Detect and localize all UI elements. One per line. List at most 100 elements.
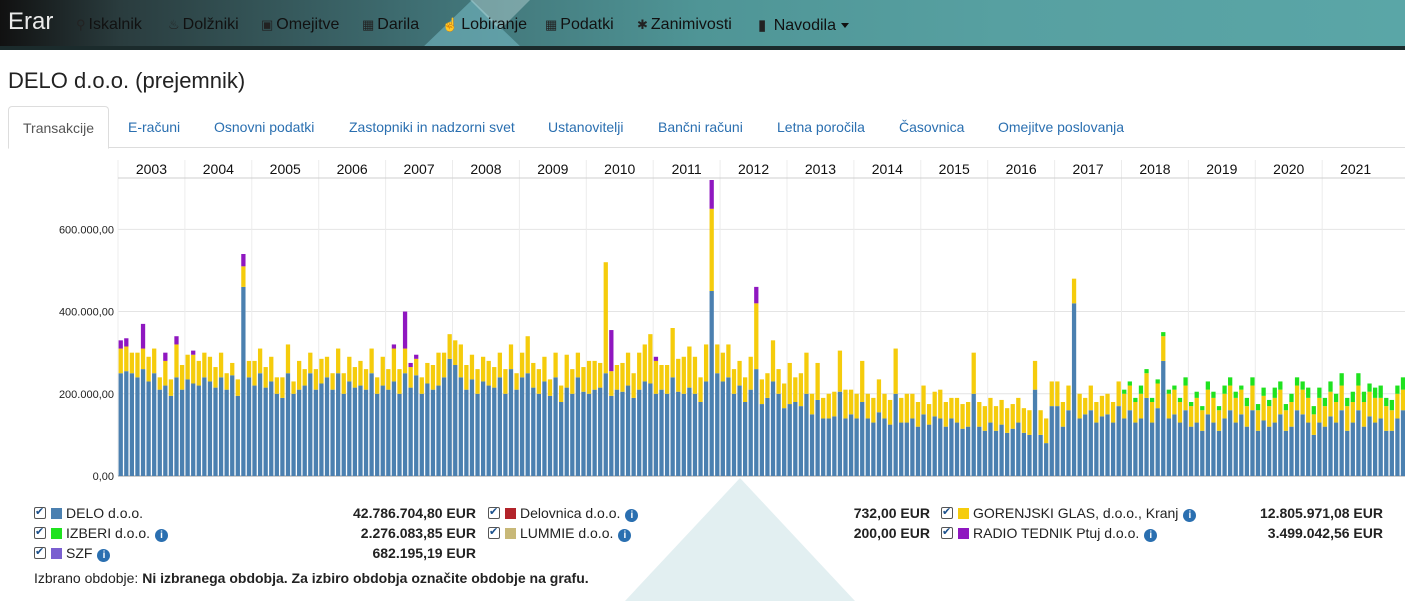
bar-gorenjski-glas [1161, 336, 1166, 361]
bar-delo [1345, 430, 1350, 476]
bar-delo [1027, 434, 1032, 476]
bar-delo [921, 414, 926, 476]
nav-iskalnik[interactable]: ⚲ Iskalnik [76, 16, 142, 33]
bar-delo [469, 379, 475, 476]
nav-navodila-dropdown[interactable]: ▮ Navodila [758, 16, 849, 35]
bar-delo [681, 393, 686, 476]
tab-ustanovitelji[interactable]: Ustanovitelji [548, 119, 624, 135]
bar-delo [625, 385, 631, 476]
bar-izberi [1200, 406, 1205, 411]
bar-delo [949, 418, 954, 476]
info-icon[interactable]: i [1183, 509, 1197, 522]
bar-gorenjski-glas [653, 360, 659, 394]
nav-omejitve[interactable]: ▣ Omejitve [261, 16, 340, 33]
bar-delo [988, 422, 993, 476]
tab-zastopniki[interactable]: Zastopniki in nadzorni svet [349, 119, 515, 135]
tab-omejitve-poslovanja[interactable]: Omejitve poslovanja [998, 119, 1125, 135]
nav-podatki[interactable]: ▦ Podatki [545, 16, 614, 33]
tab-e-racuni[interactable]: E-računi [128, 119, 181, 135]
bar-izberi [1133, 397, 1138, 402]
bar-gorenjski-glas [1283, 410, 1289, 431]
legend-item-lummie[interactable]: LUMMIE d.o.o.i [488, 525, 632, 542]
bar-delo [1272, 422, 1277, 476]
bar-gorenjski-glas [313, 369, 318, 390]
bar-delo [759, 404, 764, 476]
bar-gorenjski-glas [1133, 402, 1138, 423]
legend-item-delo[interactable]: DELO d.o.o. [34, 505, 143, 521]
bar-delo [1244, 426, 1250, 476]
bar-gorenjski-glas [1016, 397, 1021, 423]
nav-zanimivosti[interactable]: ✱ Zanimivosti [637, 16, 732, 33]
bar-gorenjski-glas [263, 367, 268, 388]
transactions-chart[interactable]: 0,00 200.000,00 400.000,00 600.000,00 2003 20… [0, 150, 1405, 495]
bar-gorenjski-glas [977, 402, 982, 427]
bar-delo [982, 430, 987, 476]
info-icon[interactable]: i [1144, 529, 1158, 542]
bar-izberi [1300, 381, 1305, 390]
bar-gorenjski-glas [185, 354, 190, 380]
nav-darila[interactable]: ▦ Darila [362, 16, 420, 33]
checkbox-icon[interactable] [34, 505, 46, 519]
checkbox-icon[interactable] [488, 505, 500, 519]
bar-delo [598, 387, 603, 476]
legend-item-radio-tednik[interactable]: RADIO TEDNIK Ptuj d.o.o.i [941, 525, 1158, 542]
bar-delo [737, 385, 742, 476]
tab-osnovni-podatki[interactable]: Osnovni podatki [214, 119, 315, 135]
bar-delo [531, 387, 536, 476]
legend-swatch [51, 528, 62, 539]
bar-delo [887, 424, 893, 476]
nav-lobiranje[interactable]: ☝ Lobiranje [442, 16, 528, 33]
bar-gorenjski-glas [324, 356, 330, 378]
tab-letna-porocila[interactable]: Letna poročila [777, 119, 865, 135]
bar-delo [748, 389, 753, 476]
checkbox-icon[interactable] [941, 525, 953, 539]
bar-delo [246, 377, 252, 476]
tab-bancni-racuni[interactable]: Bančni računi [658, 119, 743, 135]
checkbox-icon[interactable] [488, 525, 500, 539]
bar-gorenjski-glas [1172, 389, 1177, 415]
bar-delo [218, 377, 224, 476]
bar-gorenjski-glas [291, 381, 296, 394]
checkbox-icon[interactable] [941, 505, 953, 519]
legend-item-delovnica[interactable]: Delovnica d.o.o.i [488, 505, 639, 522]
tab-casovnica[interactable]: Časovnica [899, 119, 965, 135]
bar-radio-tednik [754, 286, 759, 304]
bar-delo [358, 385, 363, 476]
info-icon[interactable]: i [97, 549, 111, 562]
legend-item-izberi[interactable]: IZBERI d.o.o.i [34, 525, 169, 542]
bar-gorenjski-glas [954, 397, 960, 423]
legend-amount: 2.276.083,85 EUR [360, 525, 476, 541]
nav-dolzniki[interactable]: ♨ Dolžniki [168, 16, 239, 33]
bar-izberi [1333, 393, 1339, 402]
bar-gorenjski-glas [202, 352, 207, 378]
bar-gorenjski-glas [1044, 418, 1049, 444]
bar-gorenjski-glas [157, 377, 162, 390]
bar-gorenjski-glas [1345, 406, 1350, 431]
bar-gorenjski-glas [642, 344, 647, 382]
checkbox-icon[interactable] [34, 545, 46, 559]
bar-gorenjski-glas [1361, 402, 1367, 427]
info-icon[interactable]: i [625, 509, 639, 522]
legend-swatch [958, 508, 969, 519]
checkbox-icon[interactable] [34, 525, 46, 539]
brand-logo[interactable]: Erar [8, 8, 54, 35]
bar-delo [202, 377, 207, 476]
bar-delo [575, 377, 581, 476]
legend-amount: 200,00 EUR [853, 525, 930, 541]
bar-delo [191, 383, 196, 476]
legend-amount: 3.499.042,56 EUR [1267, 525, 1383, 541]
info-icon[interactable]: i [155, 529, 169, 542]
year-label: 2019 [1206, 161, 1237, 177]
bar-gorenjski-glas [218, 352, 224, 378]
bar-delo [336, 373, 341, 476]
bar-gorenjski-glas [1306, 397, 1311, 423]
bar-gorenjski-glas [1149, 402, 1155, 423]
bar-gorenjski-glas [720, 352, 725, 382]
info-icon[interactable]: i [618, 529, 632, 542]
bar-delo [157, 389, 162, 476]
tab-transakcije[interactable]: Transakcije [8, 106, 110, 149]
bar-gorenjski-glas [765, 373, 770, 398]
bar-gorenjski-glas [1272, 397, 1277, 423]
